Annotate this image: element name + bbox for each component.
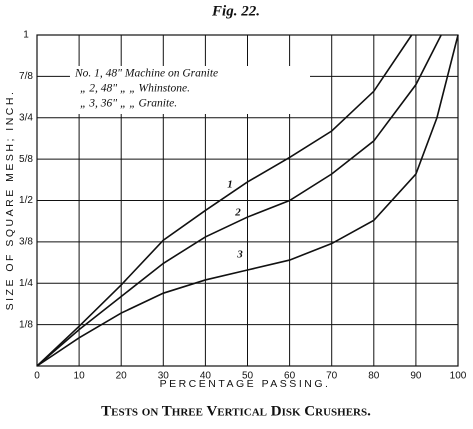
x-tick-label: 20 (116, 371, 128, 382)
series-label: 2 (234, 207, 241, 219)
x-tick-label: 90 (410, 371, 422, 382)
y-tick-label: 1/2 (19, 195, 33, 206)
x-tick-label: 0 (34, 371, 40, 382)
x-tick-label: 80 (368, 371, 380, 382)
y-tick-label: 3/4 (19, 112, 33, 123)
y-tick-label: 3/8 (19, 237, 33, 248)
y-tick-label: 7/8 (19, 71, 33, 82)
legend-box (70, 66, 310, 114)
x-tick-label: 60 (284, 371, 296, 382)
line (36, 34, 442, 367)
y-axis-label: SIZE OF SQUARE MESH; INCH. (4, 90, 16, 311)
x-axis-label: PERCENTAGE PASSING. (160, 378, 331, 390)
x-tick-label: 40 (200, 371, 212, 382)
annotation: „ 2, 48" „ „ Whinstone. (80, 83, 190, 95)
series-label: 3 (236, 249, 243, 261)
series-label: 1 (227, 179, 233, 191)
y-tick-label: 1/8 (19, 319, 33, 330)
caption: Tests on Three Vertical Disk Crushers. (101, 403, 371, 419)
y-tick-label: 1 (23, 30, 29, 41)
x-tick-label: 100 (450, 371, 467, 382)
annotation: No. 1, 48" Machine on Granite (74, 68, 218, 80)
x-tick-label: 30 (158, 371, 170, 382)
line (36, 34, 413, 367)
y-tick-label: 1/4 (19, 278, 33, 289)
annotation: „ 3, 36" „ „ Granite. (80, 98, 177, 110)
chart-title: Fig. 22. (211, 3, 260, 19)
line (36, 34, 459, 367)
x-tick-label: 50 (242, 371, 254, 382)
x-tick-label: 10 (74, 371, 86, 382)
y-tick-label: 5/8 (19, 154, 33, 165)
x-tick-label: 70 (326, 371, 338, 382)
